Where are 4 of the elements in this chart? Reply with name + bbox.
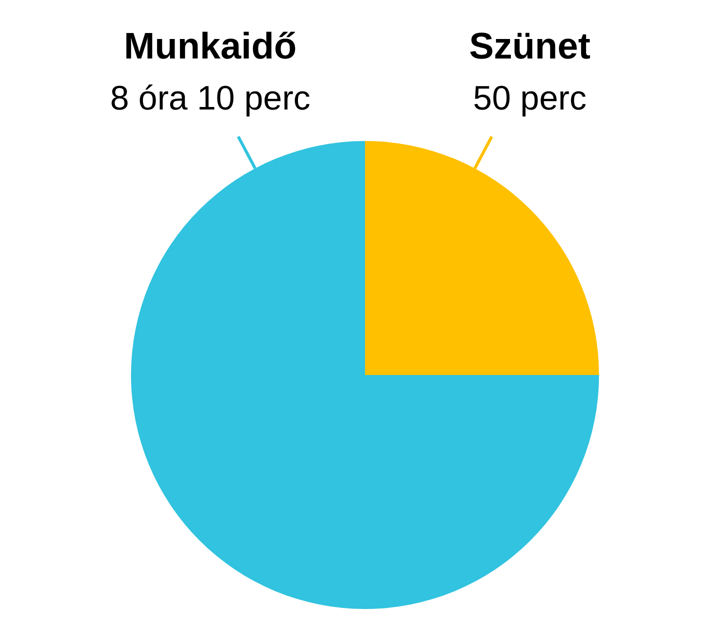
slice-label: Szünet — [469, 26, 590, 67]
slice-label: Munkaidő — [124, 26, 297, 67]
text: 8 óra 10 perc — [110, 80, 310, 118]
text: 50 perc — [473, 80, 586, 118]
